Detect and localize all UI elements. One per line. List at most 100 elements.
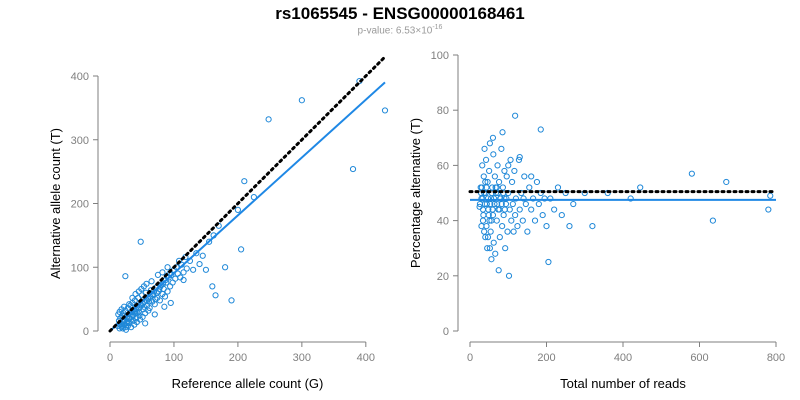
panel2-data-point	[526, 184, 533, 191]
panel2-data-point	[514, 223, 521, 230]
panel1-data-point	[196, 260, 203, 268]
panel1-data-point	[154, 271, 162, 278]
panel2-data-point	[486, 245, 493, 252]
panel2-data-point	[482, 156, 490, 163]
panel2-data-point	[484, 234, 492, 241]
panel1-data-point	[164, 288, 171, 295]
panel2-data-point	[479, 217, 487, 224]
panel2-data-point	[490, 151, 497, 158]
panel2-data-point	[627, 195, 634, 202]
panel2-data-point	[490, 239, 497, 246]
panel2-data-point	[530, 195, 537, 202]
panel2-data-point	[489, 206, 496, 213]
panel2-y-tick-label: 80	[437, 105, 449, 117]
panel2-data-point	[535, 200, 542, 208]
panel2-x-tick-label: 600	[690, 352, 708, 364]
panel2-data-point	[501, 167, 508, 175]
panel2-data-point	[545, 258, 552, 266]
panel1-data-point	[164, 264, 171, 271]
panel2-data-point	[541, 195, 548, 202]
panel2-data-point	[499, 129, 506, 136]
panel2-data-point	[481, 145, 488, 152]
panel2-data-point	[501, 195, 508, 202]
panel2-data-point	[723, 178, 730, 186]
panel2-data-point	[515, 156, 523, 163]
panel2-data-point	[507, 156, 514, 163]
panel2-data-point	[512, 195, 520, 202]
panel1-data-point	[228, 297, 235, 304]
panel2-data-point	[498, 200, 505, 208]
panel1-x-tick-label: 200	[229, 352, 247, 364]
panel1-data-point	[161, 293, 169, 300]
panel2-data-point	[504, 228, 511, 235]
panel2-data-point	[512, 211, 519, 219]
panel2-data-point	[480, 173, 487, 180]
panel1-data-point	[142, 320, 149, 327]
panel2-data-point	[488, 217, 495, 224]
panel2-data-point	[493, 217, 500, 224]
panel2-data-point	[488, 256, 495, 263]
panel2-y-tick-label: 0	[443, 326, 449, 338]
panel1-data-point	[134, 310, 141, 317]
chart-title: rs1065545 - ENSG00000168461	[275, 4, 525, 23]
panel2-data-point	[486, 140, 493, 147]
panel1-data-point	[167, 299, 174, 307]
panel2-data-point	[492, 184, 499, 191]
panel2-data-point	[589, 223, 596, 230]
panel2-data-point	[503, 195, 510, 202]
panel2-data-point	[492, 250, 499, 257]
panel2-data-point	[554, 184, 562, 191]
panel2-data-point	[494, 162, 501, 169]
panel2-x-tick-label: 200	[537, 352, 555, 364]
panel2-data-point	[503, 173, 510, 180]
panel2-data-point	[508, 178, 516, 186]
panel2-data-point	[483, 200, 490, 208]
p-value-exponent: -16	[432, 24, 443, 31]
panel1-data-point	[298, 97, 305, 104]
panel1-data-point	[143, 280, 150, 287]
panel2-data-point	[494, 200, 501, 208]
panel1-data-point	[145, 307, 152, 314]
panel2-data-point	[709, 217, 716, 224]
panel2-data-point	[501, 206, 508, 213]
panel1-data-point	[125, 318, 132, 326]
panel2-x-tick-label: 400	[614, 352, 632, 364]
panel1-data-point	[140, 303, 147, 310]
panel2-data-point	[489, 134, 497, 141]
panel2-data-point	[537, 126, 544, 133]
panel1-y-tick-label: 400	[71, 71, 89, 83]
panel1-data-point	[152, 296, 159, 303]
panel2-data-point	[479, 206, 487, 213]
panel1-fit-line	[109, 81, 386, 332]
panel2-data-point	[521, 173, 528, 180]
p-value-text: p-value: 6.53×10	[357, 25, 433, 37]
panel1-data-point	[126, 301, 133, 308]
panel1-data-point	[265, 116, 272, 123]
panel1-data-point	[159, 269, 166, 276]
panel2-y-tick-label: 100	[431, 50, 449, 62]
panel2-data-point	[499, 223, 506, 230]
panel1-data-point	[206, 238, 213, 245]
panel2-data-point	[476, 200, 484, 208]
panel2-data-point	[506, 206, 513, 213]
panel2-y-tick-label: 40	[437, 216, 449, 228]
panel2-plot: 0 200 400 600 800 0 20 40 60 80 100 Total number of…	[408, 50, 785, 391]
panel1-y-tick-label: 100	[71, 262, 89, 274]
panel2-data-point	[508, 217, 515, 224]
panel2-data-point	[765, 206, 772, 213]
panel2-x-tick-label: 800	[767, 352, 785, 364]
panel2-data-point	[688, 170, 695, 177]
panel2-data-point	[490, 195, 498, 202]
panel2-data-point	[533, 178, 541, 186]
panel2-data-point	[509, 200, 516, 208]
panel1-data-point	[241, 178, 248, 185]
panel1-data-point	[137, 238, 144, 245]
panel2-data-point	[512, 112, 519, 119]
panel1-data-point	[234, 206, 242, 213]
panel2-data-point	[520, 195, 527, 202]
panel2-data-point	[484, 245, 491, 252]
panel2-data-point	[487, 200, 494, 208]
panel1-data-point	[222, 264, 229, 271]
panel1-data-point	[122, 273, 129, 280]
